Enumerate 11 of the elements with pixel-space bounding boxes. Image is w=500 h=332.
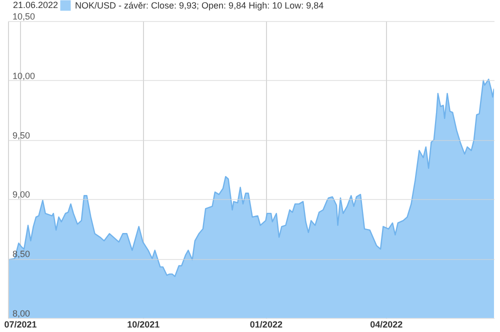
x-tick-label: 10/2021 bbox=[127, 320, 160, 330]
y-tick-label: 9,50 bbox=[12, 130, 30, 140]
x-tick-label: 07/2021 bbox=[4, 320, 37, 330]
x-tick-label: 04/2022 bbox=[370, 320, 403, 330]
chart-title: 21.06.2022 bbox=[13, 0, 58, 10]
legend-label: NOK/USD - závěr: Close: 9,93; Open: 9,84 High: 10 Low: 9,84 bbox=[75, 0, 324, 10]
y-tick-label: 10,00 bbox=[12, 70, 36, 81]
y-tick-label: 10,50 bbox=[12, 12, 36, 22]
y-tick-label: 8,00 bbox=[12, 308, 30, 318]
x-tick-label: 01/2022 bbox=[250, 320, 282, 330]
y-tick-label: 9,00 bbox=[12, 190, 30, 200]
